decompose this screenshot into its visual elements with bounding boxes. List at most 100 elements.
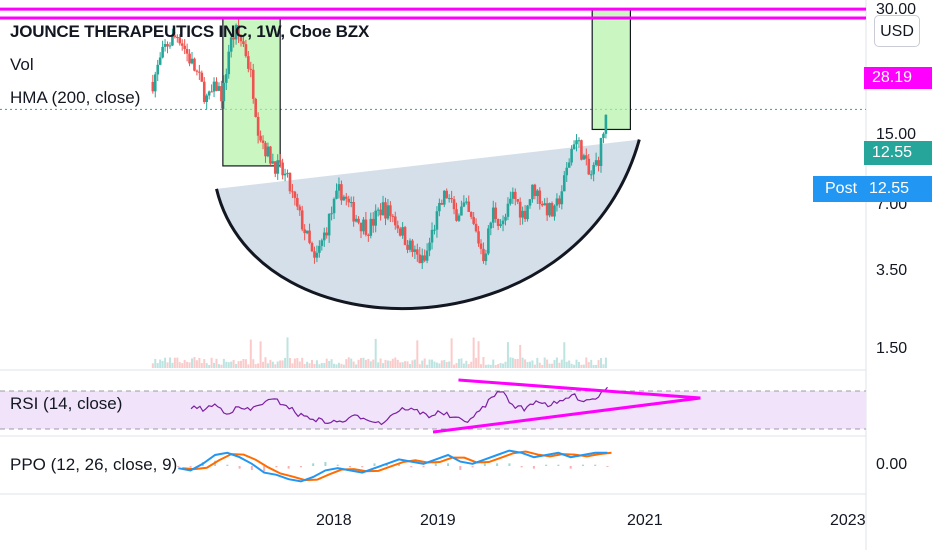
volume-bar: [284, 357, 287, 368]
ppo-label[interactable]: PPO (12, 26, close, 9): [10, 455, 178, 474]
price-tick-15: 15.00: [876, 126, 917, 143]
volume-bar: [247, 364, 250, 368]
volume-bar: [455, 363, 458, 368]
candle-body: [528, 199, 532, 206]
volume-label[interactable]: Vol: [10, 55, 34, 74]
candle-body: [420, 255, 424, 264]
ppo-histogram-bar: [250, 466, 253, 470]
volume-bar: [220, 364, 223, 368]
candle-body: [413, 249, 417, 252]
ppo-histogram-bar: [361, 466, 364, 468]
candle-body: [293, 191, 297, 198]
volume-bar: [374, 338, 377, 368]
volume-bar: [509, 357, 512, 368]
candle-body: [477, 231, 480, 244]
volume-bar: [484, 364, 487, 368]
volume-bar: [563, 342, 566, 368]
candle-body: [491, 207, 495, 223]
volume-bar: [195, 360, 198, 368]
candle-body: [188, 53, 191, 64]
candle-body: [367, 234, 370, 236]
volume-bar: [536, 357, 539, 368]
ppo-histogram-bar: [557, 464, 560, 466]
candle-body: [575, 140, 578, 145]
volume-bar: [580, 364, 583, 368]
candles: [151, 19, 608, 269]
currency-button[interactable]: USD: [874, 15, 920, 47]
volume-bar: [198, 357, 201, 368]
volume-bar: [524, 359, 527, 368]
ppo-histogram-bar: [287, 466, 290, 469]
hma-label[interactable]: HMA (200, close): [10, 88, 141, 107]
candle-body: [445, 190, 449, 199]
post-market-tag: Post 12.55: [813, 176, 932, 202]
volume-bar: [279, 360, 282, 368]
volume-bar: [323, 363, 326, 368]
volume-bar: [511, 357, 514, 368]
volume-bar: [325, 358, 328, 368]
candle-body: [320, 240, 324, 246]
candle-body: [462, 202, 466, 207]
volume-bar: [533, 364, 536, 368]
volume-bar: [558, 362, 561, 368]
candle-body: [499, 224, 502, 226]
volume-bar: [347, 357, 350, 368]
volume-bar: [230, 361, 233, 368]
rsi-label[interactable]: RSI (14, close): [10, 394, 123, 413]
volume-bar: [391, 358, 394, 368]
candle-body: [403, 227, 407, 245]
volume-bar: [345, 359, 348, 368]
volume-bar: [291, 363, 294, 368]
candle-body: [411, 240, 414, 252]
volume-bar: [286, 337, 289, 368]
candle-body: [589, 174, 593, 176]
volume-bar: [494, 364, 497, 368]
volume-bar: [235, 363, 238, 368]
candle-body: [460, 206, 463, 216]
candle-body: [536, 190, 539, 197]
candle-body: [364, 219, 368, 235]
volume-bar: [205, 363, 208, 368]
candle-body: [349, 202, 353, 204]
candle-body: [416, 249, 419, 255]
rsi-band: [0, 391, 866, 429]
volume-bar: [448, 361, 451, 368]
candle-body: [501, 220, 505, 225]
candle-body: [538, 190, 542, 204]
box-drawings: [222, 8, 631, 167]
candle-body: [286, 172, 289, 174]
candle-body: [484, 253, 488, 262]
candle-body: [276, 160, 280, 174]
volume-bar: [587, 362, 590, 368]
volume-bar: [519, 344, 522, 368]
volume-bar: [453, 364, 456, 368]
volume-bar: [225, 361, 228, 368]
ppo-histogram-bar: [447, 463, 450, 466]
volume-bar: [337, 362, 340, 368]
volume-bar: [497, 364, 500, 368]
volume-bar: [489, 364, 492, 368]
volume-bar: [259, 341, 262, 368]
candle-body: [251, 69, 255, 99]
volume-bar: [328, 360, 331, 368]
candle-body: [438, 202, 441, 212]
ppo-line: [178, 449, 608, 483]
candle-body: [352, 202, 355, 222]
candle-body: [224, 74, 228, 83]
candle-body: [171, 35, 174, 46]
volume-bar: [271, 361, 274, 368]
candle-body: [202, 81, 206, 102]
candle-body: [452, 199, 456, 210]
volume-bars: [151, 337, 607, 368]
candle-body: [273, 161, 277, 174]
ppo-histogram-bar: [594, 464, 597, 466]
volume-bar: [311, 359, 314, 368]
candle-body: [308, 230, 311, 243]
candle-body: [249, 68, 253, 70]
candle-body: [354, 218, 358, 222]
candle-body: [291, 191, 294, 193]
volume-bar: [585, 357, 588, 368]
volume-bar: [546, 359, 549, 368]
volume-bar: [367, 358, 370, 368]
